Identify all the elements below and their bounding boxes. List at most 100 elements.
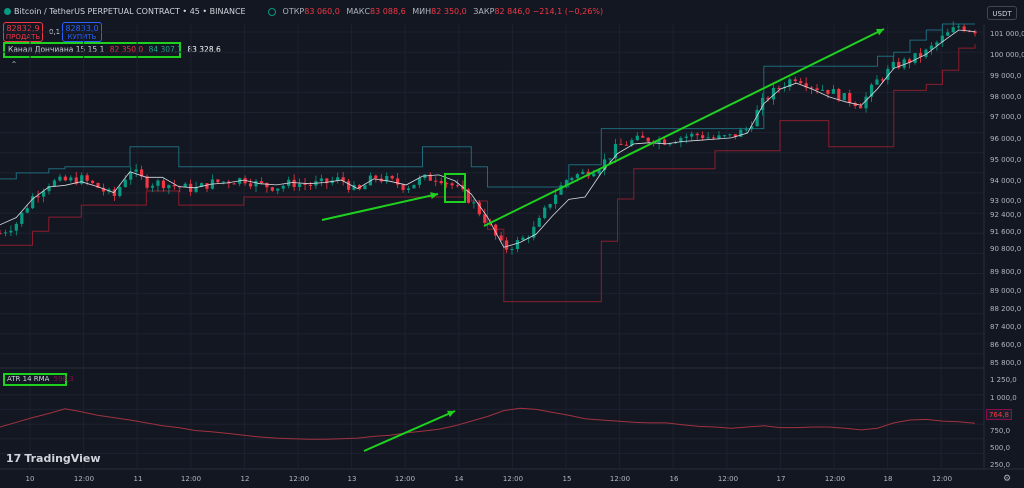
sell-price: 82832,9 <box>6 24 40 33</box>
candle-body <box>744 129 748 131</box>
candle-body <box>543 207 547 218</box>
annotation-arrowhead <box>447 410 455 418</box>
candle-body <box>510 249 514 251</box>
tradingview-logo[interactable]: 𝟭𝟳 TradingView <box>6 452 101 465</box>
price-tick: 85 800,0 <box>990 359 1022 367</box>
candle-body <box>276 188 280 191</box>
low-label: МИН <box>412 7 432 16</box>
candle-body <box>750 126 754 130</box>
time-tick: 14 <box>454 475 464 483</box>
donchian-basis-line <box>0 29 976 248</box>
candle-body <box>766 97 770 100</box>
candle-body <box>706 137 710 139</box>
candle-body <box>216 179 220 183</box>
candle-body <box>90 180 95 183</box>
open-value: 83 060,0 <box>304 7 340 16</box>
candle-body <box>771 87 776 100</box>
candle-body <box>826 89 830 94</box>
candle-body <box>695 133 699 136</box>
candle-body <box>891 61 895 69</box>
candle-body <box>20 212 24 224</box>
candle-body <box>363 185 367 190</box>
candle-body <box>161 180 166 189</box>
price-tick: 92 400,0 <box>990 211 1022 219</box>
price-tick: 86 600,0 <box>990 341 1022 349</box>
time-tick: 16 <box>669 475 679 483</box>
candle-body <box>123 179 127 187</box>
candle-body <box>445 183 449 185</box>
candle-body <box>875 79 879 85</box>
annotation-arrow <box>363 410 456 452</box>
candle-body <box>853 102 857 107</box>
candle-body <box>336 177 340 181</box>
time-tick: 12:00 <box>824 475 846 483</box>
low-value: 82 350,0 <box>431 7 467 16</box>
candle-body <box>815 88 819 91</box>
candle-body <box>319 178 323 182</box>
atr-name: ATR 14 RMA <box>7 375 50 383</box>
candle-body <box>101 187 106 192</box>
atr-legend[interactable]: ATR 14 RMA 598,3 <box>3 373 74 386</box>
candle-body <box>434 180 438 182</box>
candle-body <box>205 183 209 189</box>
candle-body <box>96 182 100 188</box>
candle-body <box>799 81 803 84</box>
candle-body <box>140 169 144 177</box>
candle-body <box>494 224 498 236</box>
atr-tick: 750,0 <box>990 427 1011 435</box>
candle-body <box>483 214 487 223</box>
candle-body <box>292 179 296 187</box>
settings-gear-icon[interactable]: ⚙ <box>1003 474 1012 484</box>
candle-body <box>880 79 885 81</box>
candle-body <box>515 240 520 250</box>
price-tick: 100 000,0 <box>990 51 1024 59</box>
candle-body <box>265 182 269 188</box>
candle-body <box>864 96 868 109</box>
candle-body <box>668 143 672 145</box>
time-tick: 12:00 <box>180 475 202 483</box>
candle-body <box>254 181 258 187</box>
candle-body <box>553 194 558 204</box>
atr-tick: 1 000,0 <box>990 394 1017 402</box>
candle-body <box>31 196 35 209</box>
candle-body <box>701 135 705 139</box>
time-tick: 12:00 <box>288 475 310 483</box>
candle-body <box>690 133 694 137</box>
atr-tick: 500,0 <box>990 444 1011 452</box>
candle-body <box>325 178 329 184</box>
candle-body <box>297 183 302 187</box>
candle-body <box>935 42 939 46</box>
candle-body <box>957 26 961 28</box>
price-tick: 89 800,0 <box>990 268 1022 276</box>
candle-body <box>232 183 236 185</box>
candle-body <box>439 181 443 184</box>
candle-body <box>575 174 579 179</box>
close-value: 82 846,0 −214,1 (−0,26%) <box>494 7 604 16</box>
donchian-lower: 82 350,0 <box>109 45 144 54</box>
time-tick: 12:00 <box>609 475 631 483</box>
candle-body <box>760 97 765 110</box>
candle-body <box>657 139 661 144</box>
time-tick: 12:00 <box>73 475 95 483</box>
candle-body <box>924 49 928 57</box>
candle-body <box>619 143 623 145</box>
currency-selector[interactable]: USDT <box>987 6 1017 20</box>
candle-body <box>581 171 585 175</box>
candle-body <box>859 106 863 109</box>
buy-price: 82833,0 <box>65 24 99 33</box>
candle-body <box>25 208 29 213</box>
donchian-basis: 83 328,6 <box>187 45 221 54</box>
time-tick: 12:00 <box>931 475 953 483</box>
candle-body <box>347 181 351 190</box>
candle-body <box>739 129 743 137</box>
candle-body <box>0 233 2 235</box>
donchian-upper-line <box>0 23 975 188</box>
symbol-title[interactable]: Bitcoin / TetherUS PERPETUAL CONTRACT • … <box>4 0 246 24</box>
price-tick: 87 400,0 <box>990 323 1022 331</box>
collapse-legend-icon[interactable]: ⌃ <box>10 60 18 69</box>
time-tick: 12:00 <box>717 475 739 483</box>
donchian-legend[interactable]: Канал Дончиана 15 15 1 82 350,0 84 307,1… <box>3 42 221 58</box>
candle-body <box>793 79 797 82</box>
time-tick: 18 <box>883 475 893 483</box>
